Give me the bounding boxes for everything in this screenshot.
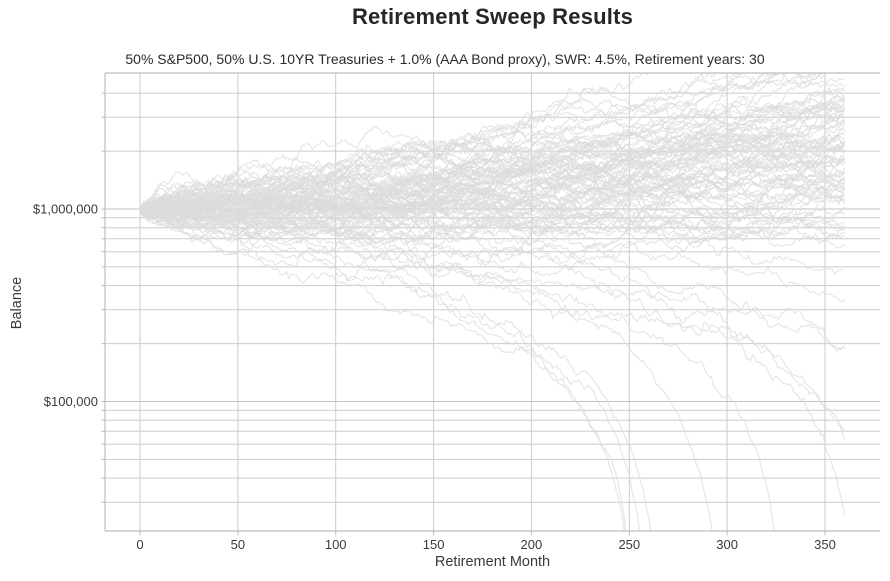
simulation-path <box>139 73 842 210</box>
simulation-path <box>139 205 846 303</box>
simulation-path <box>139 182 846 231</box>
simulation-path <box>139 208 627 531</box>
x-tick-label: 50 <box>231 537 245 552</box>
simulation-path <box>139 130 846 227</box>
simulation-path <box>139 164 846 234</box>
simulation-path <box>139 93 846 214</box>
simulation-paths <box>139 73 846 531</box>
chart-title: Retirement Sweep Results <box>351 4 634 29</box>
simulation-path <box>139 176 845 230</box>
x-tick-label: 300 <box>716 537 738 552</box>
simulation-path <box>139 129 845 222</box>
simulation-path <box>139 173 845 249</box>
simulation-path <box>139 208 713 531</box>
x-tick-label: 150 <box>423 537 445 552</box>
simulation-path <box>139 177 846 229</box>
y-tick-label: $100,000 <box>44 394 98 409</box>
simulation-path <box>139 142 846 221</box>
tick-labels: 0 50 100 150 200 250 300 350 $1,000,000 $100,000 <box>33 202 836 553</box>
simulation-path <box>139 102 846 217</box>
simulation-path <box>139 120 845 234</box>
axes-spines <box>104 72 880 532</box>
simulation-path <box>139 201 845 244</box>
x-tick-label: 200 <box>521 537 543 552</box>
simulation-path <box>139 170 845 214</box>
simulation-path <box>139 157 846 238</box>
x-tick-label: 350 <box>814 537 836 552</box>
y-tick-label: $1,000,000 <box>33 202 98 217</box>
simulation-path <box>139 148 845 226</box>
simulation-path <box>139 207 641 531</box>
x-axis-label: Retirement Month <box>434 554 551 570</box>
chart-subtitle: 50% S&P500, 50% U.S. 10YR Treasuries + 1… <box>125 51 765 67</box>
simulation-path <box>139 73 816 216</box>
simulation-path <box>139 73 774 240</box>
simulation-path <box>139 187 846 229</box>
minor-gridlines <box>105 73 880 531</box>
x-tick-label: 100 <box>325 537 347 552</box>
x-tick-label: 0 <box>136 537 143 552</box>
simulation-path <box>139 155 845 216</box>
x-tick-label: 250 <box>618 537 640 552</box>
simulation-path <box>139 208 846 440</box>
tick-marks <box>101 92 826 536</box>
simulation-path <box>139 132 846 210</box>
simulation-path <box>139 73 779 213</box>
simulation-path <box>139 194 846 432</box>
